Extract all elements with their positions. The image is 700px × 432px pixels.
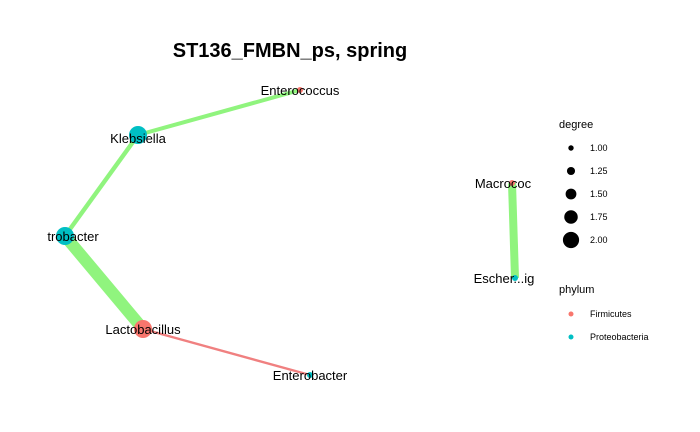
degree-legend-key-4 bbox=[562, 231, 580, 249]
degree-legend-label-1: 1.25 bbox=[590, 166, 608, 176]
node-escherichia bbox=[512, 275, 518, 281]
edge-klebsiella-enterococcus bbox=[137, 88, 301, 137]
node-label-klebsiella: Klebsiella bbox=[110, 131, 166, 146]
degree-legend-key-3 bbox=[564, 210, 578, 224]
plot-title: ST136_FMBN_ps, spring bbox=[173, 40, 408, 62]
node-lactobacillus bbox=[134, 320, 152, 338]
node-macrococcus bbox=[509, 180, 515, 186]
degree-legend-label-2: 1.50 bbox=[590, 189, 608, 199]
phylum-legend-key-proteobacteria bbox=[568, 334, 574, 340]
edge-citrobacter-lactobacillus bbox=[60, 232, 148, 333]
node-label-enterococcus: Enterococcus bbox=[261, 83, 340, 98]
labels-layer: Enterococcus Klebsiella trobacter Lactobaci… bbox=[47, 83, 534, 383]
phylum-legend-key-firmicutes bbox=[568, 311, 574, 317]
degree-legend-label-3: 1.75 bbox=[590, 212, 608, 222]
degree-legend-key-1 bbox=[566, 166, 576, 176]
phylum-legend-label-firmicutes: Firmicutes bbox=[590, 309, 632, 319]
node-enterobacter bbox=[307, 372, 313, 378]
phylum-legend-label-proteobacteria: Proteobacteria bbox=[590, 332, 649, 342]
degree-legend-label-4: 2.00 bbox=[590, 235, 608, 245]
edge-lactobacillus-enterobacter bbox=[142, 327, 311, 377]
phylum-legend: phylum Firmicutes Proteobacteria bbox=[559, 284, 649, 342]
node-label-lactobacillus: Lactobacillus bbox=[105, 322, 181, 337]
node-label-macrococcus: Macrococ bbox=[475, 176, 532, 191]
nodes-layer bbox=[56, 87, 518, 378]
edges-layer bbox=[60, 88, 519, 377]
degree-legend-key-2 bbox=[565, 188, 577, 200]
node-enterococcus bbox=[297, 87, 303, 93]
edge-klebsiella-citrobacter bbox=[63, 133, 140, 238]
degree-legend-key-0 bbox=[568, 145, 574, 151]
node-label-escherichia: Escher...ig bbox=[474, 271, 535, 286]
node-label-citrobacter: trobacter bbox=[47, 229, 99, 244]
node-citrobacter bbox=[56, 227, 74, 245]
edge-macrococcus-escherichia bbox=[508, 182, 519, 279]
node-klebsiella bbox=[129, 126, 147, 144]
degree-legend-title: degree bbox=[559, 119, 593, 131]
node-label-enterobacter: Enterobacter bbox=[273, 368, 348, 383]
phylum-legend-title: phylum bbox=[559, 284, 594, 296]
degree-legend-label-0: 1.00 bbox=[590, 143, 608, 153]
degree-legend: degree 1.00 1.25 1.50 1.75 2.00 bbox=[559, 119, 608, 249]
